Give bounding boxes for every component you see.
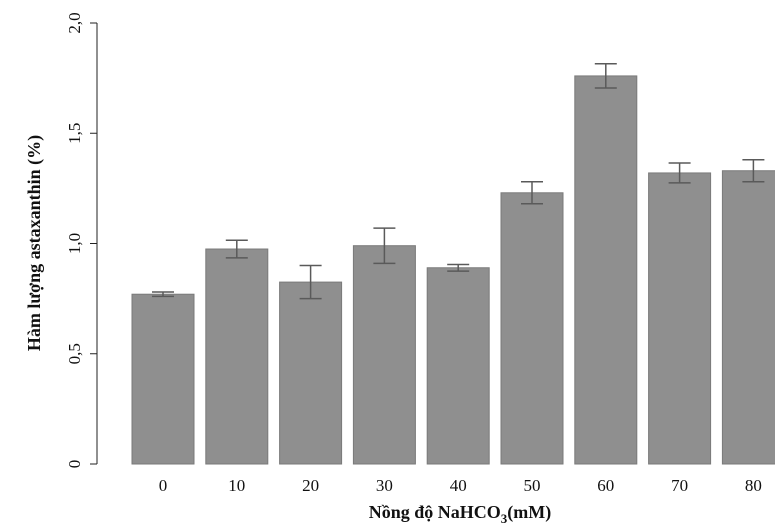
x-axis-title-prefix: Nồng độ NaHCO	[369, 502, 501, 522]
x-axis: 0 10 20 30 40 50 60 70 80	[159, 476, 762, 495]
y-tick-label: 0	[65, 460, 84, 469]
y-axis-title: Hàm lượng astaxanthin (%)	[24, 135, 45, 351]
bar	[575, 76, 637, 464]
x-tick-label: 30	[376, 476, 393, 495]
bar	[353, 246, 415, 464]
x-tick-label: 20	[302, 476, 319, 495]
x-tick-label: 40	[450, 476, 467, 495]
x-tick-label: 50	[524, 476, 541, 495]
x-tick-label: 80	[745, 476, 762, 495]
bar	[427, 268, 489, 464]
y-tick-label: 1,0	[65, 233, 84, 254]
bars	[132, 64, 775, 464]
bar	[206, 249, 268, 464]
y-tick-label: 1,5	[65, 123, 84, 144]
y-tick-label: 0,5	[65, 343, 84, 364]
bar	[501, 193, 563, 464]
y-tick-label: 2,0	[65, 12, 84, 33]
x-tick-label: 10	[228, 476, 245, 495]
bar	[722, 171, 775, 464]
x-tick-label: 0	[159, 476, 168, 495]
bar	[649, 173, 711, 464]
y-axis: 0 0,5 1,0 1,5 2,0	[65, 12, 97, 468]
x-tick-label: 70	[671, 476, 688, 495]
x-axis-title: Nồng độ NaHCO3(mM)	[369, 502, 552, 526]
x-tick-label: 60	[597, 476, 614, 495]
x-axis-title-suffix: (mM)	[507, 502, 551, 523]
bar	[132, 294, 194, 464]
bar	[280, 282, 342, 464]
